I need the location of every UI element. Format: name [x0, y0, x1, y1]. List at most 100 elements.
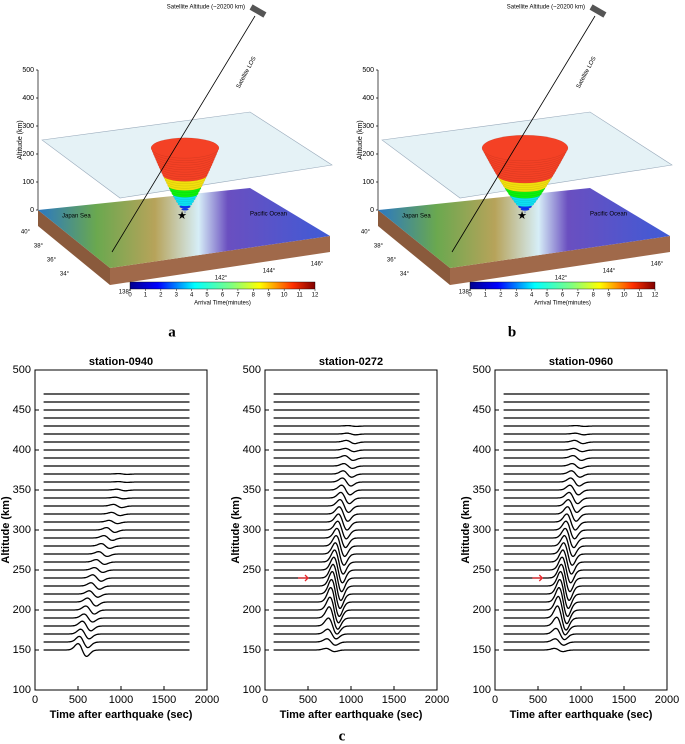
waveform [43, 472, 190, 476]
waveform [503, 462, 650, 470]
y-tick-label: 250 [243, 564, 261, 576]
waveform [273, 470, 420, 478]
colorbar-tick-label: 2 [499, 293, 503, 299]
map-surface [38, 188, 330, 268]
lat-label: 36° [387, 258, 397, 264]
altitude-tick-label: 500 [22, 67, 34, 74]
panel-label: a [168, 324, 176, 340]
los-label: Satellite LOS [576, 56, 598, 90]
waveform [43, 605, 190, 615]
waveform [43, 642, 190, 658]
y-tick-label: 450 [13, 404, 31, 416]
arrow-marker [532, 574, 544, 582]
waveform [43, 526, 190, 534]
waveform [273, 513, 420, 531]
waveform [503, 542, 650, 566]
waveform [273, 432, 420, 436]
epicenter: ★ [517, 210, 527, 222]
slab-side [378, 210, 450, 285]
waveform [503, 439, 650, 445]
colorbar-tick-label: 10 [281, 293, 288, 299]
y-axis-label: Altitude (km) [460, 496, 472, 564]
waveform [503, 549, 650, 575]
slab-front [450, 236, 670, 285]
waveform [43, 613, 190, 623]
altitude-tick-label: 100 [362, 179, 374, 186]
waveform [43, 574, 190, 582]
lon-label: 142° [215, 276, 228, 282]
waveform [503, 527, 650, 549]
waveform [43, 628, 190, 640]
altitude-tick-label: 100 [22, 179, 34, 186]
waveform [503, 506, 650, 522]
lat-label: 34° [60, 272, 70, 278]
waveform [43, 590, 190, 598]
chart-title: station-0940 [89, 356, 153, 368]
x-tick-label: 1000 [569, 694, 593, 706]
waveform [503, 570, 650, 602]
altitude-label: Altitude (km) [17, 120, 24, 159]
colorbar-tick-label: 4 [530, 293, 534, 299]
lon-label: 146° [651, 262, 664, 268]
waveform [503, 605, 650, 631]
waveform [503, 627, 650, 641]
x-tick-label: 2000 [425, 694, 449, 706]
sea-label: Japan Sea [402, 214, 431, 220]
slab-front [110, 236, 330, 285]
colorbar-tick-label: 8 [592, 293, 596, 299]
waveform [503, 647, 650, 653]
waveform [503, 513, 650, 531]
lat-label: 40° [361, 230, 371, 236]
x-axis-label: Time after earthquake (sec) [280, 709, 423, 721]
waveform [503, 579, 650, 610]
y-tick-label: 350 [13, 484, 31, 496]
slab-side [38, 210, 110, 285]
colorbar-tick-label: 2 [159, 293, 163, 299]
x-tick-label: 0 [492, 694, 498, 706]
waveform [273, 606, 420, 630]
lon-label: 146° [311, 262, 324, 268]
y-tick-label: 200 [473, 604, 491, 616]
waveform [273, 491, 420, 505]
colorbar-tick-label: 11 [636, 293, 643, 299]
colorbar [129, 281, 316, 290]
altitude-tick-label: 200 [22, 151, 34, 158]
waveform [273, 596, 420, 624]
waveform [273, 477, 420, 487]
waveform [273, 586, 420, 617]
waveform [503, 534, 650, 558]
waveform [43, 488, 190, 492]
waveform [273, 617, 420, 635]
waveform [273, 534, 420, 558]
y-tick-label: 150 [473, 644, 491, 656]
colorbar-tick-label: 11 [296, 293, 303, 299]
y-tick-label: 300 [473, 524, 491, 536]
waveform [273, 527, 420, 549]
y-axis-label: Altitude (km) [230, 496, 242, 564]
waveform [273, 462, 420, 470]
waveform [273, 578, 420, 609]
waveform [273, 563, 420, 593]
colorbar-tick-label: 0 [128, 293, 132, 299]
waveform [43, 542, 190, 550]
sea-label: Pacific Ocean [250, 212, 287, 218]
waveform [273, 542, 420, 566]
colorbar-tick-label: 6 [561, 293, 565, 299]
y-tick-label: 150 [13, 644, 31, 656]
y-tick-label: 500 [243, 364, 261, 376]
y-tick-label: 200 [243, 604, 261, 616]
waveform [273, 454, 420, 462]
cone-ring [481, 134, 569, 162]
x-tick-label: 500 [69, 694, 87, 706]
y-tick-label: 350 [473, 484, 491, 496]
waveform [503, 520, 650, 540]
lat-label: 40° [21, 230, 31, 236]
colorbar-label: Arrival Time(minutes) [194, 301, 251, 307]
x-tick-label: 500 [299, 694, 317, 706]
waveform [503, 491, 650, 505]
colorbar-tick-label: 7 [576, 293, 580, 299]
colorbar-tick-label: 3 [515, 293, 519, 299]
waveform [273, 424, 420, 428]
arrow-marker [298, 574, 309, 582]
